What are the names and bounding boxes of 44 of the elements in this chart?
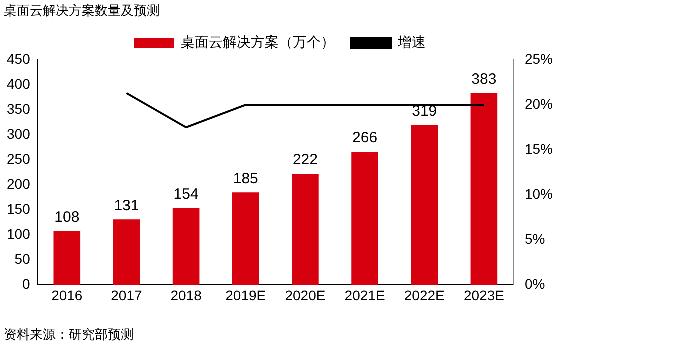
x-tick-label: 2021E [344,287,386,304]
y-tick-label: 50 [14,251,31,268]
bar [172,208,200,286]
y2-tick-label: 25% [524,50,554,67]
bar [113,220,140,286]
data-label: 185 [233,170,258,188]
y-tick-label: 200 [7,176,31,192]
data-label: 266 [352,130,378,147]
y2-tick-label: 0% [524,276,546,292]
text: 资料来源：研究部预测 [4,326,134,344]
x-tick-label: 2019E [226,287,266,304]
data-label: 383 [472,71,497,88]
data-label: 319 [412,103,438,120]
y-tick-label: 100 [7,226,31,242]
chart-title: 桌面云解决方案数量及预测 [4,2,160,20]
bar [292,174,319,286]
data-label: 108 [54,208,80,226]
x-tick-label: 2016 [52,287,83,304]
y-tick-label: 450 [7,50,31,67]
bar [54,231,81,286]
bar [352,152,378,286]
data-label: 222 [292,152,318,169]
data-label: 131 [114,197,140,214]
y-tick-label: 300 [7,126,31,142]
y-tick-label: 350 [7,100,31,117]
bar [470,94,498,286]
y-tick-label: 150 [7,200,31,217]
bar [411,126,438,286]
y-tick-label: 250 [7,150,31,167]
y2-tick-label: 5% [524,231,546,248]
x-tick-label: 2020E [285,287,326,304]
legend-label: 桌面云解决方案（万个） [181,34,335,50]
x-tick-label: 2017 [111,287,143,304]
y2-tick-label: 10% [524,186,554,202]
y-tick-label: 400 [7,76,31,92]
legend-label: 增速 [397,34,426,50]
bar [232,192,260,286]
x-tick-label: 2023E [464,287,504,304]
x-tick-label: 2018 [170,287,202,304]
y2-tick-label: 20% [524,96,554,112]
x-tick-label: 2022E [404,287,445,304]
y2-tick-label: 15% [524,140,554,157]
data-label: 154 [174,186,199,203]
y-tick-label: 0 [22,276,31,292]
